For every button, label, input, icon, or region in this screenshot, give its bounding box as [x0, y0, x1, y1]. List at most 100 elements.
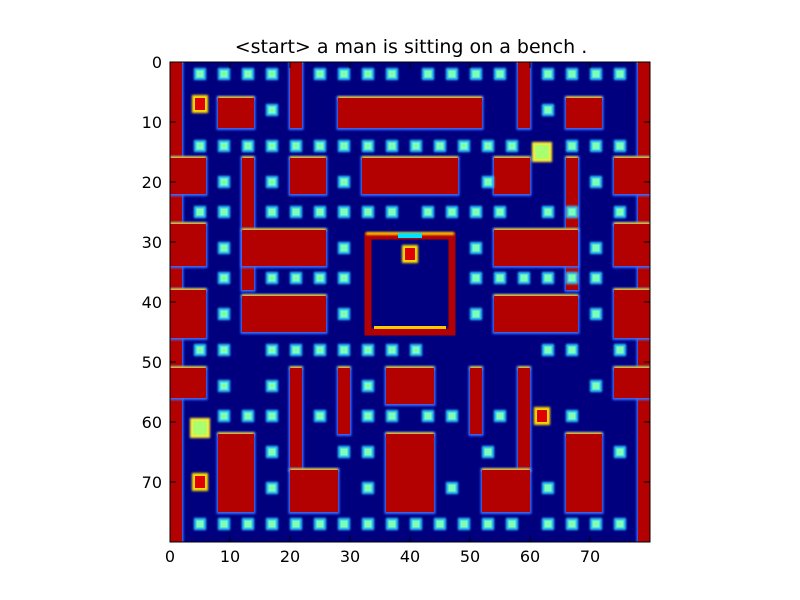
maze-wall: [386, 434, 434, 512]
pellet: [520, 274, 528, 282]
pellet: [544, 70, 552, 78]
ghost-house-floor: [374, 326, 446, 329]
pellet: [220, 178, 228, 186]
maze-wall: [494, 296, 578, 332]
maze-wall: [242, 296, 326, 332]
y-axis: 0 10 20 30 40 50 60 70: [142, 53, 650, 492]
pellet: [220, 346, 228, 354]
pellet: [364, 208, 372, 216]
x-tick-label: 70: [580, 547, 600, 566]
x-tick-label: 10: [220, 547, 240, 566]
pellet: [616, 448, 624, 456]
pellet: [412, 346, 420, 354]
pellet: [340, 310, 348, 318]
pellet: [316, 346, 324, 354]
pellet: [568, 274, 576, 282]
pellet: [292, 208, 300, 216]
pellet: [316, 412, 324, 420]
maze-wall: [338, 98, 482, 128]
pellet: [268, 520, 276, 528]
pellet: [316, 208, 324, 216]
pellet: [364, 520, 372, 528]
y-tick-label: 20: [142, 173, 162, 192]
x-tick-label: 60: [520, 547, 540, 566]
pellet: [292, 346, 300, 354]
pellet: [592, 244, 600, 252]
pellet: [616, 208, 624, 216]
pellet: [544, 106, 552, 114]
pellet: [592, 520, 600, 528]
plot-title: <start> a man is sitting on a bench .: [235, 36, 588, 58]
pellet: [364, 70, 372, 78]
pellet: [220, 70, 228, 78]
maze-wall: [362, 158, 458, 194]
x-tick-label: 0: [165, 547, 175, 566]
pellet: [568, 346, 576, 354]
pellet: [340, 346, 348, 354]
pellet: [448, 484, 456, 492]
maze-wall: [614, 368, 650, 398]
pellet: [340, 274, 348, 282]
pellet: [436, 142, 444, 150]
pellet: [220, 382, 228, 390]
x-tick-label: 50: [460, 547, 480, 566]
maze-wall: [290, 368, 302, 470]
maze-wall: [290, 470, 338, 512]
pellet: [616, 70, 624, 78]
pellet: [364, 412, 372, 420]
pellet: [340, 520, 348, 528]
pellet: [268, 208, 276, 216]
pellet: [220, 244, 228, 252]
maze-wall: [218, 434, 254, 512]
pellet: [268, 70, 276, 78]
pellet: [388, 412, 396, 420]
maze-wall: [614, 290, 650, 338]
pellet: [568, 208, 576, 216]
x-tick-label: 20: [280, 547, 300, 566]
pellet: [316, 274, 324, 282]
maze-wall: [242, 158, 254, 290]
pellet: [364, 142, 372, 150]
pellet: [472, 310, 480, 318]
maze-wall: [170, 368, 206, 398]
pellet: [472, 244, 480, 252]
pellet: [364, 448, 372, 456]
sprite: [195, 476, 205, 488]
pellet: [388, 142, 396, 150]
maze-wall: [170, 290, 206, 338]
pellet: [292, 142, 300, 150]
pellet: [568, 142, 576, 150]
pellet: [388, 346, 396, 354]
pellet: [220, 208, 228, 216]
pellet: [268, 448, 276, 456]
pellet: [412, 142, 420, 150]
pellet: [508, 142, 516, 150]
pellet: [196, 142, 204, 150]
pellet: [340, 178, 348, 186]
pellet: [340, 142, 348, 150]
pellet: [220, 142, 228, 150]
pellet: [592, 178, 600, 186]
pellet: [364, 346, 372, 354]
pellet: [196, 208, 204, 216]
maze-wall: [494, 158, 530, 194]
pellet: [448, 208, 456, 216]
maze-wall: [290, 62, 302, 128]
maze-wall: [242, 230, 326, 266]
pellet: [340, 244, 348, 252]
pellet: [292, 274, 300, 282]
pellet: [568, 520, 576, 528]
pellet: [592, 142, 600, 150]
pellet: [244, 142, 252, 150]
pellet: [460, 520, 468, 528]
pellet: [616, 520, 624, 528]
pellet: [592, 274, 600, 282]
pellet: [244, 70, 252, 78]
pellet: [424, 208, 432, 216]
pellet: [592, 310, 600, 318]
x-tick-label: 30: [340, 547, 360, 566]
y-tick-label: 10: [142, 113, 162, 132]
pellet: [484, 178, 492, 186]
pellet: [340, 208, 348, 216]
y-tick-label: 60: [142, 413, 162, 432]
